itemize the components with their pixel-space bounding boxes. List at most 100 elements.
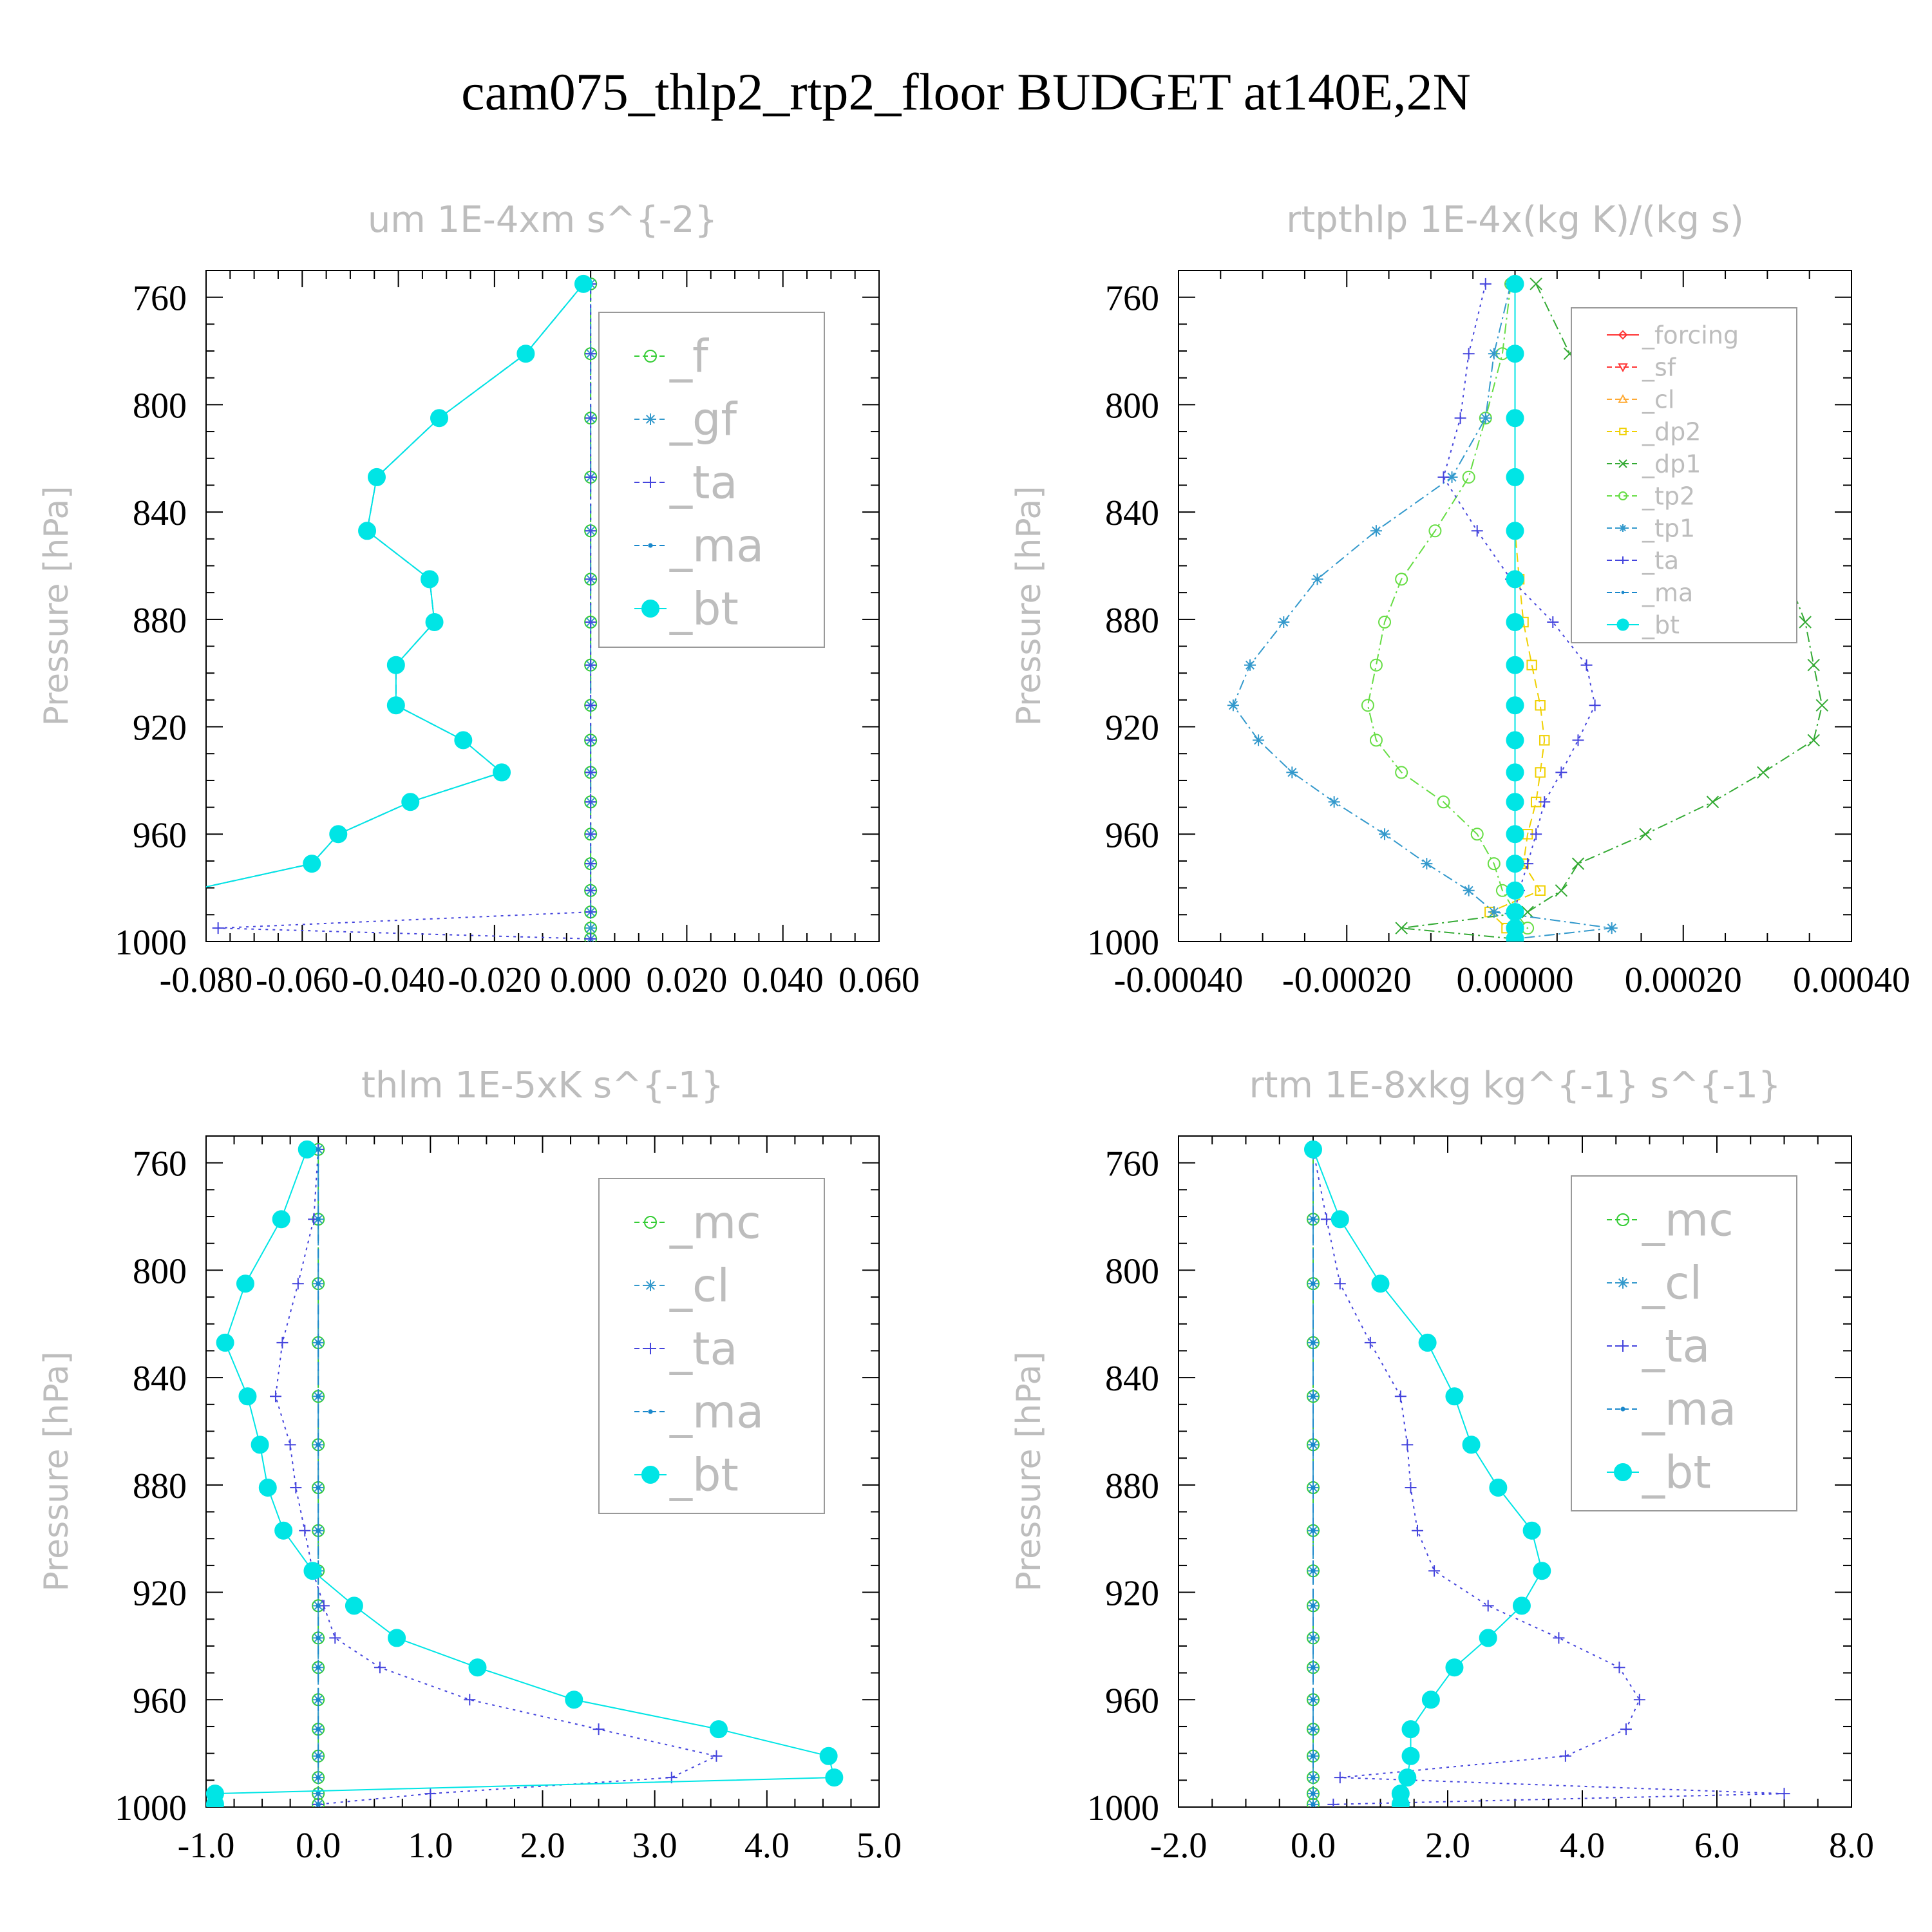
data-point: [1605, 922, 1618, 934]
y-tick-label: 880: [133, 1466, 187, 1506]
legend-item: _dp2: [1607, 417, 1701, 446]
data-point: [1328, 796, 1340, 808]
x-tick-label: 0.020: [646, 960, 727, 1000]
data-point: [585, 858, 597, 870]
data-point: [1421, 858, 1433, 870]
data-point: [1401, 1747, 1420, 1765]
data-point: [1311, 1442, 1316, 1447]
data-point: [1572, 734, 1584, 746]
legend-label: _ta: [669, 1323, 737, 1376]
data-point: [1530, 828, 1542, 840]
data-point: [1506, 345, 1524, 363]
data-point: [1445, 1658, 1464, 1677]
x-tick-label: 1.0: [408, 1826, 453, 1866]
x-tick-label: 0.060: [838, 960, 920, 1000]
data-point: [585, 796, 597, 808]
data-point: [61, 904, 78, 921]
legend-item: _ta: [1607, 546, 1679, 574]
series-ta: [1307, 1143, 1790, 1807]
data-point: [1334, 1772, 1346, 1784]
y-tick-label: 840: [1105, 1359, 1159, 1399]
data-point: [1512, 1596, 1531, 1615]
x-tick-label: 0.00020: [1625, 960, 1742, 1000]
data-point: [1331, 1210, 1349, 1229]
data-point: [1311, 1665, 1316, 1670]
y-tick-label: 800: [133, 386, 187, 426]
data-point: [574, 274, 592, 293]
legend-marker: [1618, 330, 1628, 340]
data-point: [386, 656, 405, 674]
y-tick-label: 800: [1105, 1251, 1159, 1291]
data-point: [1428, 1565, 1441, 1577]
data-point: [1379, 828, 1391, 840]
panel-title: rtpthlp 1E-4x(kg K)/(kg s): [1286, 199, 1744, 241]
data-point: [585, 659, 597, 671]
legend-marker: [1617, 1277, 1629, 1289]
x-tick-label: 0.0: [1291, 1826, 1336, 1866]
y-tick-label: 840: [1105, 493, 1159, 533]
data-point: [1428, 524, 1442, 538]
legend-label: _cl: [1642, 385, 1674, 413]
data-point: [1506, 929, 1524, 942]
x-tick-label: 6.0: [1694, 1826, 1739, 1866]
x-tick-label: -0.040: [352, 960, 445, 1000]
data-point: [585, 348, 597, 360]
data-point: [1506, 903, 1524, 922]
data-point: [1580, 659, 1593, 671]
data-point: [1227, 699, 1239, 712]
data-point: [1418, 1333, 1437, 1352]
legend-marker: [1619, 428, 1627, 435]
data-point: [1799, 616, 1812, 629]
data-point: [1778, 1788, 1790, 1800]
data-point: [1311, 1485, 1316, 1490]
data-point: [1311, 1281, 1316, 1286]
data-point: [1506, 855, 1524, 873]
panel-title: thlm 1E-5xK s^{-1}: [361, 1065, 724, 1106]
data-point: [1506, 468, 1524, 486]
legend-item: _f: [634, 330, 709, 383]
data-point: [1506, 570, 1524, 589]
data-point: [1378, 616, 1392, 629]
y-axis-label: Pressure [hPa]: [1010, 1352, 1048, 1592]
data-point: [1482, 1600, 1494, 1612]
data-point: [454, 731, 473, 750]
data-point: [1807, 658, 1820, 672]
y-tick-label: 920: [133, 708, 187, 748]
y-tick-label: 960: [133, 815, 187, 855]
data-point: [1445, 1387, 1464, 1406]
data-point: [585, 906, 597, 918]
data-point: [1488, 906, 1500, 918]
data-point: [1311, 1217, 1316, 1222]
data-point: [1553, 1632, 1565, 1644]
data-point: [1361, 699, 1374, 712]
panel-2: rtpthlp 1E-4x(kg K)/(kg s) Pressure [hPa]…: [1010, 199, 1910, 1000]
data-point: [424, 1788, 437, 1800]
data-point: [298, 1140, 316, 1159]
y-tick-label: 880: [133, 601, 187, 641]
data-point: [1526, 659, 1537, 670]
legend-marker: [1619, 556, 1627, 564]
data-point: [1559, 1750, 1571, 1762]
data-point: [67, 910, 71, 914]
legend-label: _forcing: [1642, 321, 1739, 349]
legend-marker: [644, 350, 657, 363]
data-point: [1462, 1435, 1481, 1454]
legend-label: _gf: [669, 393, 737, 446]
x-tick-label: 0.00040: [1793, 960, 1910, 1000]
data-point: [592, 1723, 605, 1736]
legend-label: _dp2: [1642, 417, 1701, 446]
data-point: [425, 613, 444, 632]
data-point: [1253, 734, 1265, 746]
data-point: [585, 884, 597, 896]
legend-marker: [1618, 393, 1628, 403]
legend-label: _ma: [669, 520, 764, 573]
legend-marker: [1617, 1340, 1629, 1352]
y-tick-label: 760: [133, 1144, 187, 1184]
x-tick-label: -0.00040: [1114, 960, 1244, 1000]
legend-item: _bt: [1607, 1446, 1711, 1499]
legend-item: _bt: [634, 1449, 739, 1502]
legend: _f _gf _ta _ma _bt: [598, 312, 825, 648]
data-point: [1506, 793, 1524, 811]
data-point: [316, 1665, 321, 1670]
data-point: [236, 1274, 254, 1293]
